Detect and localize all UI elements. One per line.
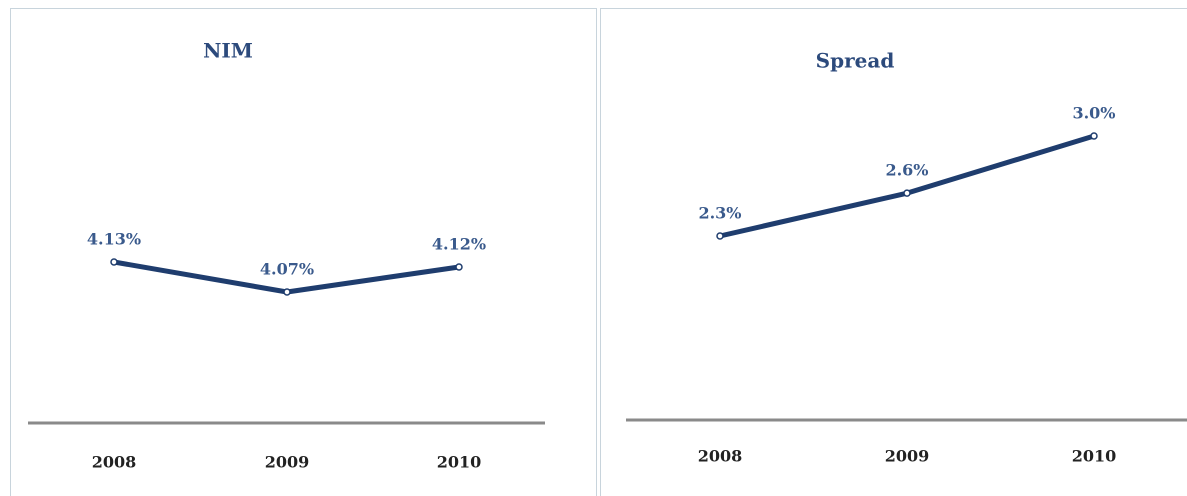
panel — [600, 8, 1187, 496]
data-label: 3.0% — [1072, 104, 1115, 123]
point — [716, 232, 724, 240]
data-label: 4.07% — [260, 260, 314, 279]
x-tick-label: 2008 — [92, 453, 137, 472]
panel — [10, 8, 597, 496]
point — [903, 189, 911, 197]
x-tick-label: 2010 — [437, 453, 482, 472]
data-label: 2.6% — [885, 161, 928, 180]
point — [283, 288, 291, 296]
x-tick-label: 2008 — [698, 447, 743, 466]
x-tick-label: 2009 — [265, 453, 310, 472]
data-label: 4.12% — [432, 235, 486, 254]
data-label: 2.3% — [698, 204, 741, 223]
point — [1090, 132, 1098, 140]
point — [455, 263, 463, 271]
chart-title: NIM — [203, 39, 253, 63]
chart-title: Spread — [816, 49, 895, 73]
x-tick-label: 2010 — [1072, 447, 1117, 466]
data-label: 4.13% — [87, 230, 141, 249]
x-tick-label: 2009 — [885, 447, 930, 466]
line — [719, 133, 1095, 239]
point — [110, 258, 118, 266]
